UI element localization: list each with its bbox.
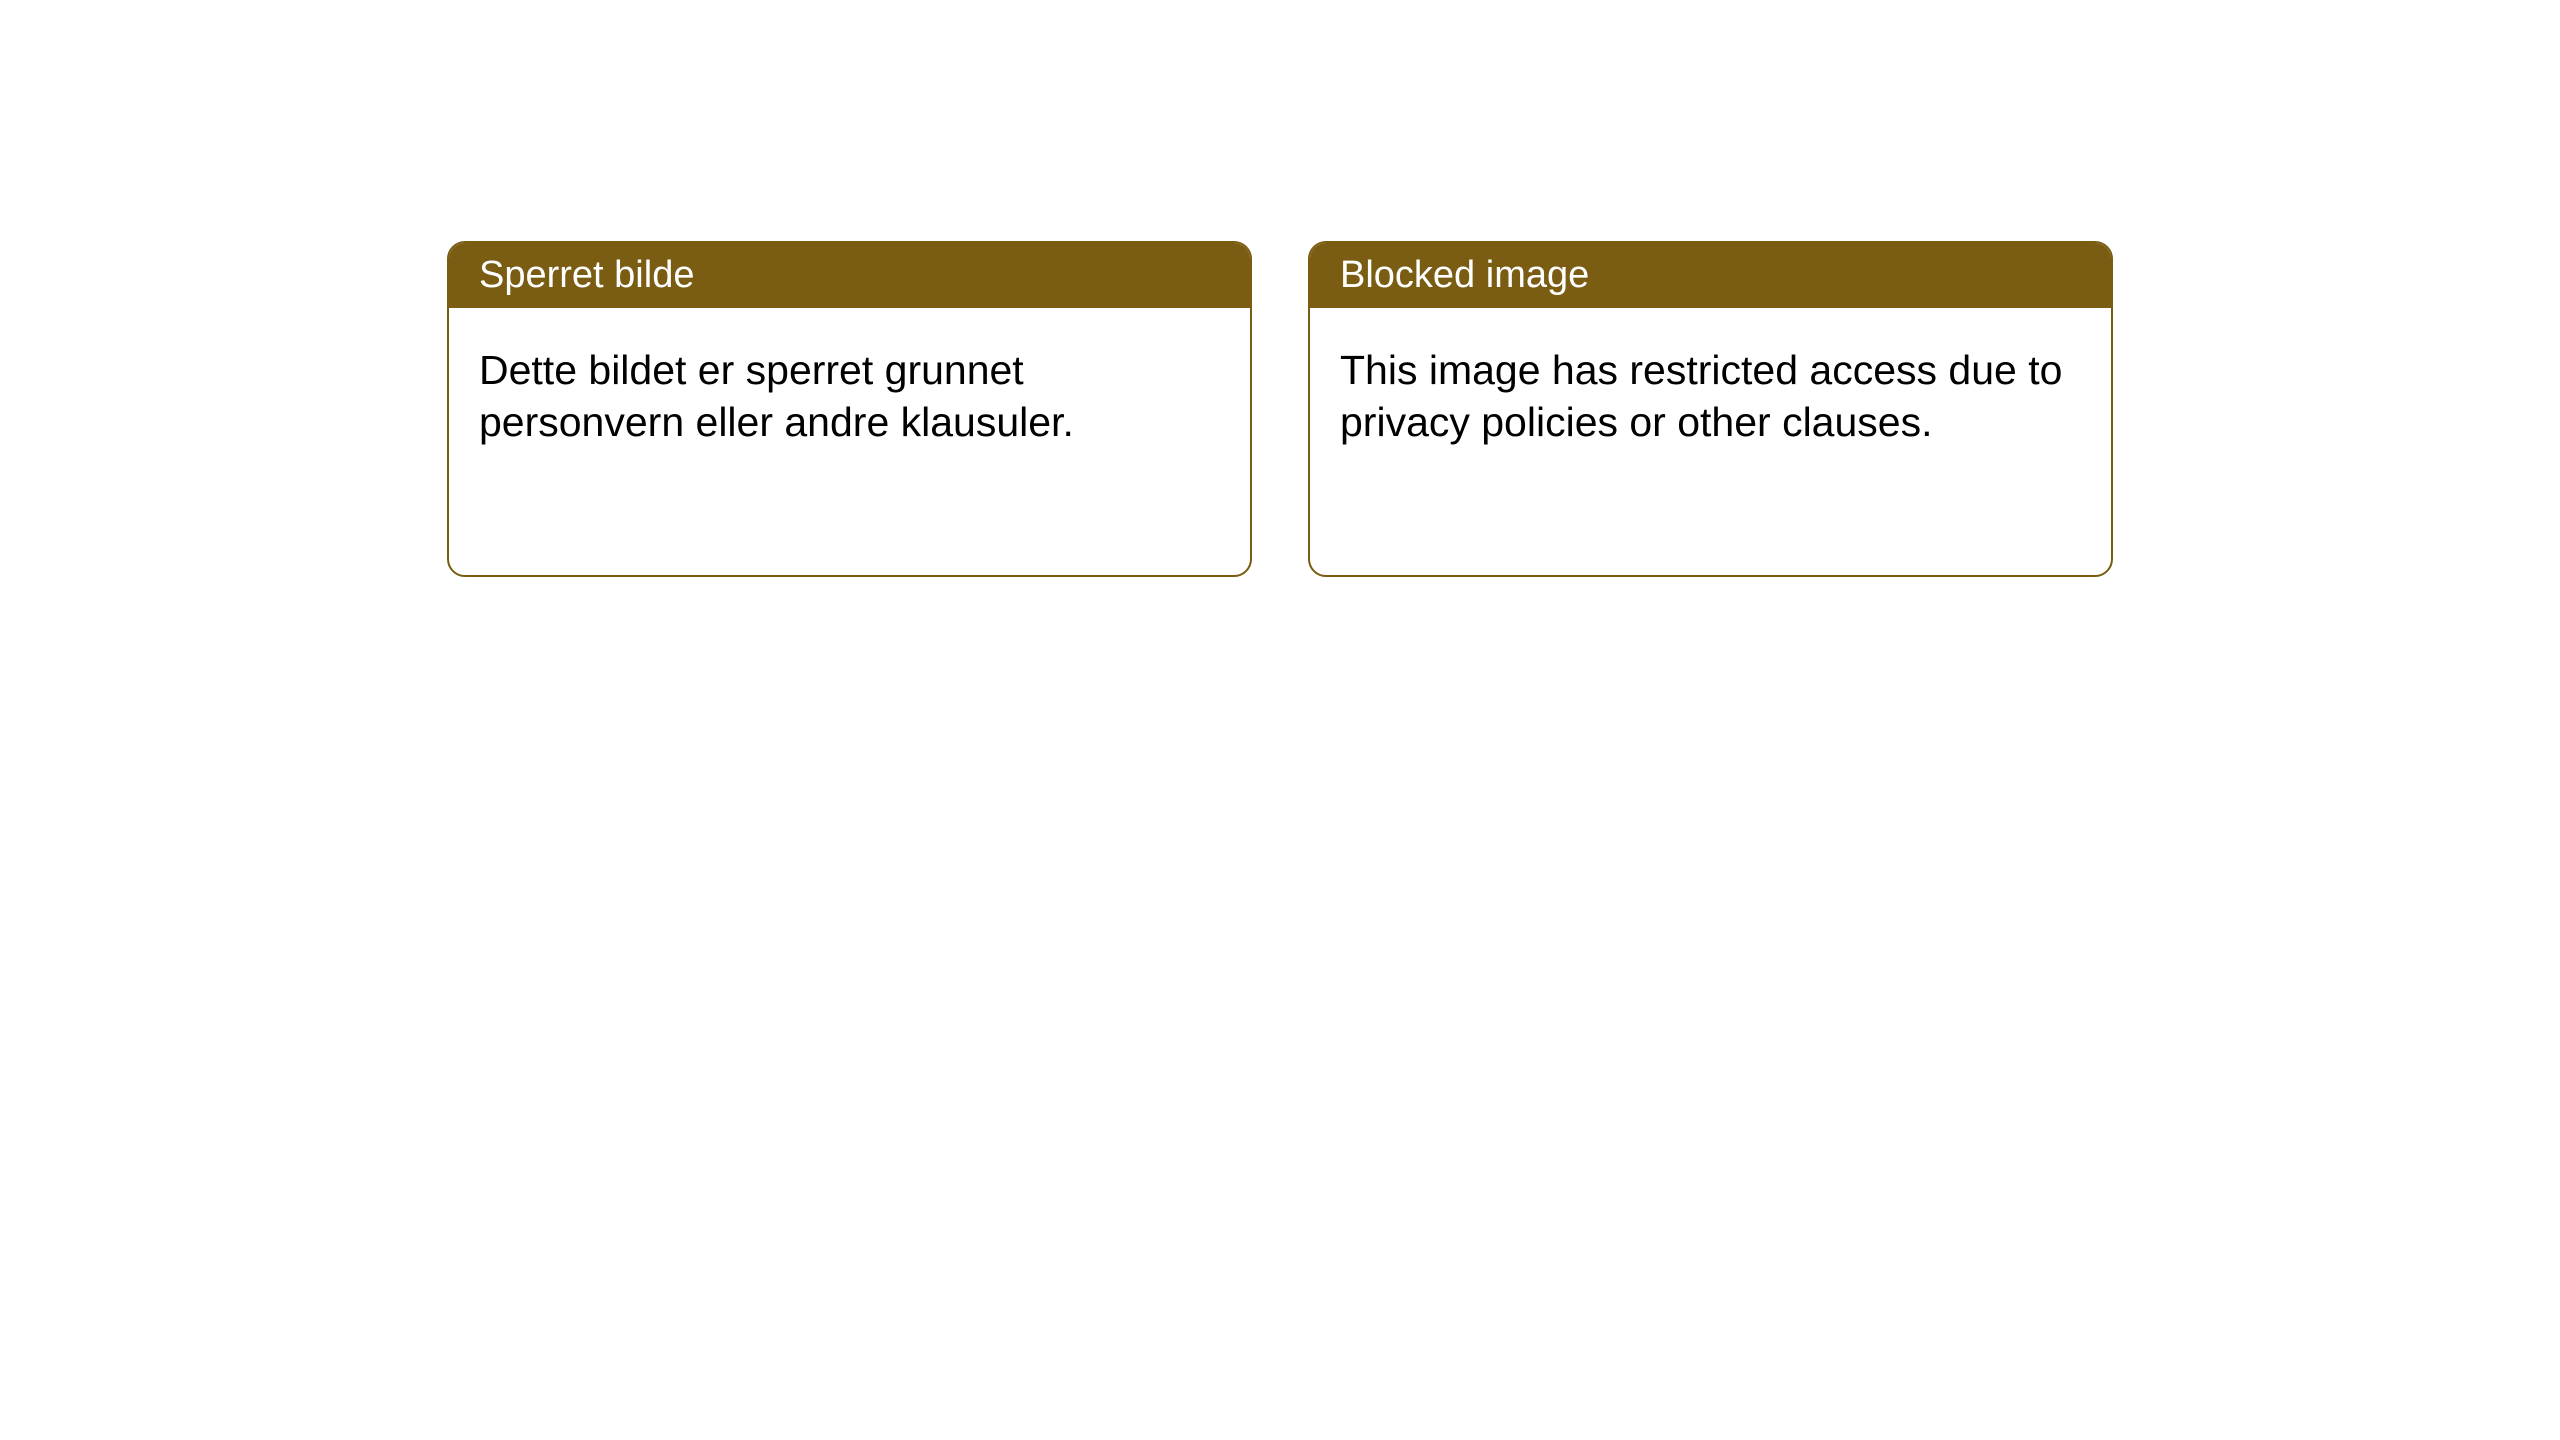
notice-card-english: Blocked image This image has restricted … [1308, 241, 2113, 577]
card-body: Dette bildet er sperret grunnet personve… [449, 308, 1250, 485]
card-header: Sperret bilde [449, 243, 1250, 308]
card-header: Blocked image [1310, 243, 2111, 308]
card-body: This image has restricted access due to … [1310, 308, 2111, 485]
notice-card-norwegian: Sperret bilde Dette bildet er sperret gr… [447, 241, 1252, 577]
notice-cards-row: Sperret bilde Dette bildet er sperret gr… [0, 0, 2560, 577]
